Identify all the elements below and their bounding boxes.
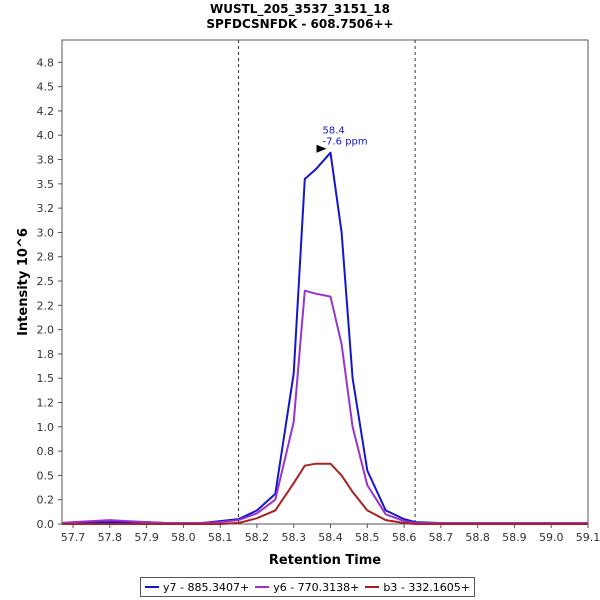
y-tick-label: 0.8 <box>37 445 55 458</box>
y-tick-label: 3.2 <box>37 202 55 215</box>
legend-label: b3 - 332.1605+ <box>383 580 471 594</box>
peak-marker <box>316 144 327 153</box>
chart-title: WUSTL_205_3537_3151_18 <box>210 2 390 16</box>
legend-swatch <box>365 586 380 588</box>
y-tick-label: 3.0 <box>37 226 55 239</box>
x-tick-label: 58.7 <box>429 531 454 544</box>
y-axis-label: Intensity 10^6 <box>16 228 31 336</box>
y-tick-label: 4.5 <box>37 81 55 94</box>
y-tick-label: 4.8 <box>37 56 55 69</box>
x-tick-label: 59.1 <box>576 531 600 544</box>
series-line <box>62 462 588 525</box>
x-tick-label: 57.7 <box>61 531 86 544</box>
legend-item: b3 - 332.1605+ <box>365 581 470 594</box>
x-tick-label: 58.5 <box>355 531 380 544</box>
peak-annotation-ppm: -7.6 ppm <box>323 137 368 148</box>
y-tick-label: 1.0 <box>37 421 55 434</box>
x-tick-label: 59.0 <box>539 531 564 544</box>
x-tick-label: 58.4 <box>318 531 343 544</box>
x-tick-label: 58.3 <box>281 531 306 544</box>
x-axis-label: Retention Time <box>269 553 381 568</box>
x-tick-label: 58.1 <box>208 531 233 544</box>
y-tick-label: 0.0 <box>37 518 55 531</box>
y-tick-label: 0.2 <box>37 494 55 507</box>
legend-label: y6 - 770.3138+ <box>273 580 360 594</box>
series-line <box>61 289 588 524</box>
x-tick-label: 58.8 <box>465 531 490 544</box>
y-tick-label: 1.8 <box>37 348 55 361</box>
y-tick-label: 2.0 <box>37 324 55 337</box>
x-tick-label: 58.6 <box>392 531 417 544</box>
y-tick-label: 2.2 <box>37 299 55 312</box>
legend-label: y7 - 885.3407+ <box>163 580 250 594</box>
y-tick-label: 4.0 <box>37 129 55 142</box>
legend: y7 - 885.3407+ y6 - 770.3138+ b3 - 332.160… <box>140 577 476 597</box>
y-tick-label: 2.8 <box>37 251 55 264</box>
y-tick-label: 3.5 <box>37 178 55 191</box>
legend-swatch <box>145 586 159 588</box>
y-tick-label: 2.5 <box>37 275 55 288</box>
y-tick-label: 1.5 <box>37 372 55 385</box>
y-tick-label: 3.8 <box>37 154 55 167</box>
legend-swatch <box>255 586 270 588</box>
y-tick-label: 0.5 <box>37 469 55 482</box>
x-tick-label: 58.0 <box>171 531 196 544</box>
plot-frame <box>61 39 589 525</box>
peak-annotation-rt: 58.4 <box>323 126 345 137</box>
y-tick-label: 4.2 <box>37 105 55 118</box>
x-tick-label: 58.9 <box>502 531 527 544</box>
legend-item: y6 - 770.3138+ <box>255 581 359 594</box>
y-tick-label: 1.2 <box>37 397 55 410</box>
chart-subtitle: SPFDCSNFDK - 608.7506++ <box>206 17 394 31</box>
x-tick-label: 57.9 <box>134 531 159 544</box>
legend-item: y7 - 885.3407+ <box>145 581 249 594</box>
x-tick-label: 57.8 <box>98 531 123 544</box>
x-tick-label: 58.2 <box>245 531 270 544</box>
